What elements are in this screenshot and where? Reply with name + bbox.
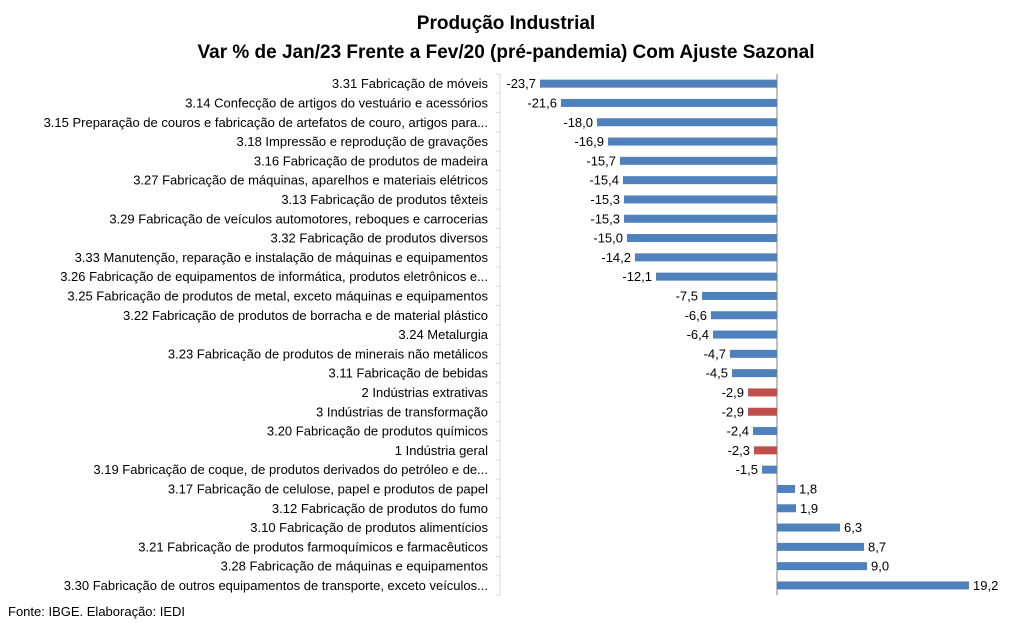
category-label: 2 Indústrias extrativas <box>362 385 489 400</box>
bar <box>627 234 777 243</box>
bar <box>777 504 796 513</box>
data-label: -4,5 <box>706 366 728 381</box>
bar <box>635 253 777 262</box>
bar-chart: 3.31 Fabricação de móveis -23,7 3.14 Confe… <box>44 73 998 596</box>
data-label: -18,0 <box>563 115 593 130</box>
bar <box>732 369 777 378</box>
category-label: 3.25 Fabricação de produtos de metal, ex… <box>67 288 488 303</box>
category-label: 3.15 Preparação de couros e fabricação d… <box>44 115 488 130</box>
source-note: Fonte: IBGE. Elaboração: IEDI <box>8 604 186 619</box>
data-label: -12,1 <box>622 269 652 284</box>
bar <box>730 349 777 358</box>
category-label: 3.29 Fabricação de veículos automotores,… <box>109 211 488 226</box>
bar <box>702 291 777 300</box>
bar <box>748 407 777 416</box>
category-label: 3.31 Fabricação de móveis <box>332 76 489 91</box>
bar <box>620 156 777 165</box>
bar <box>608 137 777 146</box>
data-label: -21,6 <box>527 95 557 110</box>
category-label: 3.13 Fabricação de produtos têxteis <box>281 192 488 207</box>
bar <box>753 427 777 436</box>
bar <box>777 484 795 493</box>
bar <box>713 330 777 339</box>
data-label: -14,2 <box>601 250 631 265</box>
data-label: 8,7 <box>868 539 886 554</box>
bar <box>777 523 840 532</box>
bar <box>561 98 777 107</box>
bar <box>624 214 777 223</box>
data-label: -15,3 <box>590 211 620 226</box>
bar <box>624 195 777 204</box>
category-label: 3.30 Fabricação de outros equipamentos d… <box>64 578 488 593</box>
data-label: -15,7 <box>586 153 616 168</box>
data-label: -7,5 <box>676 288 698 303</box>
data-label: -23,7 <box>506 76 536 91</box>
bar <box>777 562 867 571</box>
category-label: 3.18 Impressão e reprodução de gravações <box>237 134 489 149</box>
category-label: 3.22 Fabricação de produtos de borracha … <box>123 308 488 323</box>
category-label: 3.26 Fabricação de equipamentos de infor… <box>60 269 488 284</box>
category-label: 3.28 Fabricação de máquinas e equipament… <box>221 559 489 574</box>
category-label: 3.24 Metalurgia <box>398 327 488 342</box>
bar <box>711 311 777 320</box>
category-label: 3.23 Fabricação de produtos de minerais … <box>168 346 489 361</box>
bar <box>777 542 864 551</box>
data-label: 6,3 <box>844 520 862 535</box>
category-label: 3.20 Fabricação de produtos químicos <box>267 424 489 439</box>
bar <box>754 446 777 455</box>
data-label: -16,9 <box>574 134 604 149</box>
data-label: -15,3 <box>590 192 620 207</box>
category-label: 1 Indústria geral <box>395 443 488 458</box>
data-label: 1,8 <box>799 481 817 496</box>
category-label: 3.32 Fabricação de produtos diversos <box>270 231 488 246</box>
data-label: -2,3 <box>728 443 750 458</box>
data-label: 9,0 <box>871 559 889 574</box>
data-label: 19,2 <box>973 578 998 593</box>
category-label: 3.19 Fabricação de coque, de produtos de… <box>93 462 488 477</box>
category-label: 3.33 Manutenção, reparação e instalação … <box>75 250 489 265</box>
data-label: -15,0 <box>593 231 623 246</box>
category-label: 3.27 Fabricação de máquinas, aparelhos e… <box>133 173 488 188</box>
category-label: 3.11 Fabricação de bebidas <box>329 366 489 381</box>
bar <box>777 581 969 590</box>
chart-title: Produção Industrial <box>416 13 596 34</box>
data-label: -2,9 <box>722 385 744 400</box>
category-label: 3.12 Fabricação de produtos do fumo <box>272 501 488 516</box>
category-label: 3.16 Fabricação de produtos de madeira <box>254 153 489 168</box>
data-label: -6,6 <box>685 308 707 323</box>
data-label: -4,7 <box>704 346 726 361</box>
chart-subtitle: Var % de Jan/23 Frente a Fev/20 (pré-pan… <box>197 42 815 63</box>
bar <box>762 465 777 474</box>
bar <box>748 388 777 397</box>
bar <box>597 118 777 127</box>
bar <box>623 176 777 185</box>
category-label: 3.14 Confecção de artigos do vestuário e… <box>185 95 488 110</box>
category-label: 3 Indústrias de transformação <box>316 404 488 419</box>
bar <box>540 79 777 88</box>
data-label: -15,4 <box>589 173 619 188</box>
data-label: -6,4 <box>687 327 709 342</box>
data-label: 1,9 <box>800 501 818 516</box>
bar <box>656 272 777 281</box>
category-label: 3.21 Fabricação de produtos farmoquímico… <box>138 539 488 554</box>
data-label: -2,9 <box>722 404 744 419</box>
category-label: 3.17 Fabricação de celulose, papel e pro… <box>168 481 488 496</box>
data-label: -1,5 <box>736 462 758 477</box>
category-label: 3.10 Fabricação de produtos alimentícios <box>250 520 488 535</box>
data-label: -2,4 <box>727 424 749 439</box>
